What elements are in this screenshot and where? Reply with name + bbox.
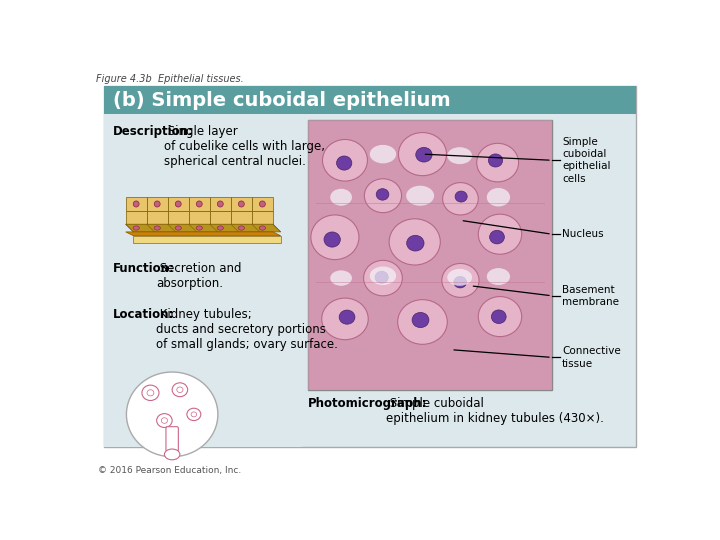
Bar (307, 120, 552, 390)
Ellipse shape (491, 310, 506, 323)
Ellipse shape (454, 276, 467, 288)
Bar (189, 211, 210, 224)
Bar (147, 211, 168, 224)
FancyBboxPatch shape (166, 427, 179, 451)
Text: Kidney tubules;
ducts and secretory portions
of small glands; ovary surface.: Kidney tubules; ducts and secretory port… (156, 308, 338, 351)
Text: Simple cuboidal
epithelium in kidney tubules (430×).: Simple cuboidal epithelium in kidney tub… (386, 397, 604, 426)
Ellipse shape (175, 201, 181, 207)
Ellipse shape (442, 264, 479, 298)
Ellipse shape (415, 147, 432, 162)
Ellipse shape (389, 219, 441, 265)
Ellipse shape (398, 132, 446, 176)
Text: Figure 4.3b  Epithelial tissues.: Figure 4.3b Epithelial tissues. (96, 74, 244, 84)
Ellipse shape (324, 232, 341, 247)
Text: (b) Simple cuboidal epithelium: (b) Simple cuboidal epithelium (113, 91, 451, 110)
Ellipse shape (487, 268, 510, 285)
Ellipse shape (191, 412, 197, 417)
Text: Description:: Description: (113, 125, 194, 138)
Text: Function:: Function: (113, 262, 175, 275)
Bar (104, 114, 302, 447)
Ellipse shape (488, 154, 503, 167)
Text: Single layer
of cubelike cells with large,
spherical central nuclei.: Single layer of cubelike cells with larg… (163, 125, 325, 168)
Text: Nucleus: Nucleus (562, 229, 603, 239)
Text: Secretion and
absorption.: Secretion and absorption. (156, 262, 241, 290)
Bar (168, 211, 189, 224)
Ellipse shape (133, 226, 140, 230)
Ellipse shape (478, 214, 522, 254)
Ellipse shape (238, 201, 244, 207)
Bar (126, 211, 147, 224)
Ellipse shape (447, 269, 472, 286)
Ellipse shape (238, 226, 245, 230)
Ellipse shape (175, 226, 181, 230)
Ellipse shape (259, 226, 266, 230)
Ellipse shape (377, 188, 389, 200)
Bar (104, 86, 636, 114)
Polygon shape (133, 236, 281, 244)
Bar (126, 197, 147, 211)
Ellipse shape (397, 300, 447, 345)
Ellipse shape (330, 189, 352, 206)
Ellipse shape (370, 267, 396, 285)
Ellipse shape (177, 387, 183, 393)
Ellipse shape (259, 201, 266, 207)
Ellipse shape (154, 226, 161, 230)
Ellipse shape (443, 183, 478, 215)
Ellipse shape (487, 188, 510, 206)
Bar (307, 120, 552, 390)
Text: © 2016 Pearson Education, Inc.: © 2016 Pearson Education, Inc. (98, 466, 241, 475)
Bar (252, 197, 273, 211)
Ellipse shape (196, 226, 202, 230)
Text: Location:: Location: (113, 308, 175, 321)
Ellipse shape (187, 408, 201, 421)
Bar (189, 197, 210, 211)
Ellipse shape (447, 147, 472, 164)
Ellipse shape (477, 143, 518, 182)
Ellipse shape (154, 201, 160, 207)
Text: Connective
tissue: Connective tissue (562, 346, 621, 369)
Bar (231, 211, 252, 224)
Ellipse shape (217, 201, 223, 207)
Bar (104, 86, 636, 447)
Ellipse shape (161, 418, 168, 423)
Ellipse shape (127, 372, 218, 457)
Ellipse shape (407, 235, 424, 251)
Bar (168, 197, 189, 211)
Ellipse shape (364, 260, 402, 296)
Ellipse shape (370, 145, 396, 164)
Ellipse shape (217, 226, 223, 230)
Ellipse shape (133, 201, 139, 207)
Text: Photomicrograph:: Photomicrograph: (307, 397, 427, 410)
Bar (210, 197, 231, 211)
Ellipse shape (406, 186, 434, 206)
Ellipse shape (197, 201, 202, 207)
Ellipse shape (142, 385, 159, 401)
Bar (210, 211, 231, 224)
Ellipse shape (339, 310, 355, 324)
Ellipse shape (311, 215, 359, 260)
Ellipse shape (323, 139, 367, 181)
Ellipse shape (455, 191, 467, 202)
Ellipse shape (147, 390, 154, 396)
Ellipse shape (164, 449, 180, 460)
Bar (147, 197, 168, 211)
Bar (252, 211, 273, 224)
Ellipse shape (478, 296, 522, 336)
Ellipse shape (490, 230, 505, 244)
Ellipse shape (330, 271, 352, 286)
Ellipse shape (364, 179, 402, 213)
Ellipse shape (322, 298, 368, 340)
Ellipse shape (375, 271, 388, 284)
Ellipse shape (157, 414, 172, 428)
Polygon shape (126, 232, 281, 236)
Polygon shape (126, 224, 281, 232)
Text: Simple
cuboidal
epithelial
cells: Simple cuboidal epithelial cells (562, 137, 611, 184)
Ellipse shape (412, 313, 429, 328)
Ellipse shape (336, 156, 352, 170)
Text: Basement
membrane: Basement membrane (562, 285, 619, 307)
Ellipse shape (172, 383, 188, 397)
Bar (231, 197, 252, 211)
